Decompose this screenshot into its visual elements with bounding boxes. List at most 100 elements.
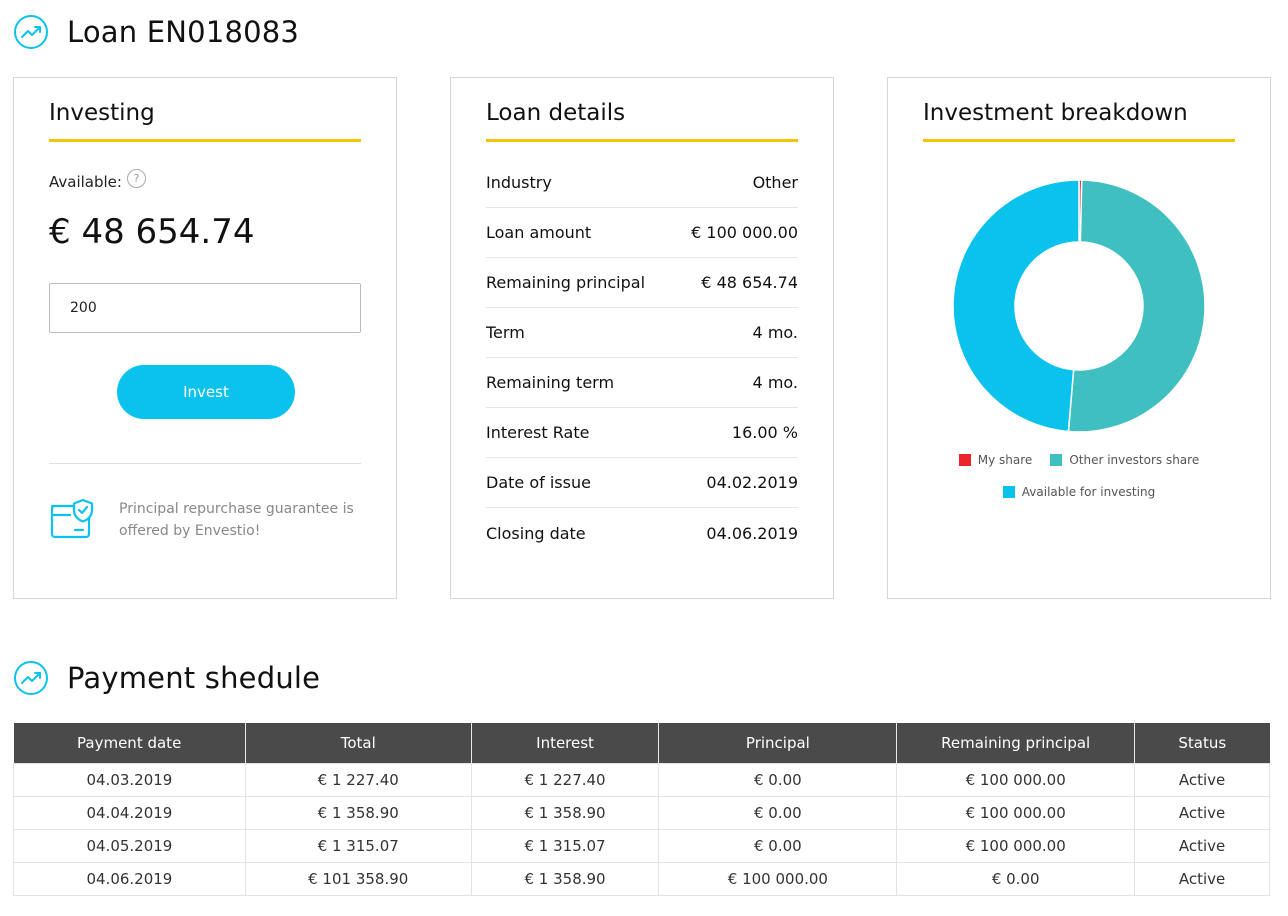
cell-payment-date: 04.03.2019 bbox=[13, 762, 246, 797]
title-underline bbox=[486, 139, 798, 142]
details-list: Industry Other Loan amount € 100 000.00 … bbox=[486, 158, 798, 558]
cell-interest: € 1 315.07 bbox=[470, 828, 660, 863]
schedule-header: Payment shedule bbox=[13, 660, 320, 696]
cell-remaining-principal: € 100 000.00 bbox=[896, 795, 1136, 830]
column-header-interest: Interest bbox=[471, 723, 660, 763]
detail-value: 04.06.2019 bbox=[706, 523, 798, 543]
detail-row-industry: Industry Other bbox=[486, 158, 798, 208]
investing-card: Investing Available: ? € 48 654.74 Inves… bbox=[13, 77, 397, 599]
detail-value: 4 mo. bbox=[752, 323, 798, 342]
cell-payment-date: 04.05.2019 bbox=[13, 828, 246, 863]
available-label: Available: bbox=[49, 173, 122, 191]
legend-item-other-investors[interactable]: Other investors share bbox=[1050, 453, 1199, 467]
legend-item-available[interactable]: Available for investing bbox=[1002, 485, 1156, 499]
detail-value: € 48 654.74 bbox=[701, 273, 798, 292]
cell-status: Active bbox=[1134, 762, 1270, 797]
chart-legend-row-1: My share Other investors share bbox=[888, 453, 1270, 467]
detail-row-remaining-term: Remaining term 4 mo. bbox=[486, 358, 798, 408]
cell-payment-date: 04.04.2019 bbox=[13, 795, 246, 830]
cell-total: € 1 315.07 bbox=[244, 828, 472, 863]
detail-label: Industry bbox=[486, 173, 552, 192]
cell-total: € 101 358.90 bbox=[244, 861, 472, 896]
divider bbox=[49, 463, 361, 464]
detail-value: Other bbox=[752, 173, 798, 192]
slice-other-investors[interactable] bbox=[1067, 180, 1205, 432]
schedule-title: Payment shedule bbox=[67, 661, 321, 695]
detail-row-remaining-principal: Remaining principal € 48 654.74 bbox=[486, 258, 798, 308]
investing-title: Investing bbox=[49, 100, 155, 126]
detail-row-term: Term 4 mo. bbox=[486, 308, 798, 358]
invest-amount-input[interactable] bbox=[49, 283, 361, 333]
table-row: 04.06.2019 € 101 358.90 € 1 358.90 € 100… bbox=[13, 861, 1270, 896]
shield-card-icon bbox=[50, 498, 94, 539]
detail-label: Term bbox=[486, 323, 525, 342]
detail-label: Date of issue bbox=[486, 473, 591, 492]
column-header-principal: Principal bbox=[658, 723, 898, 763]
detail-row-interest-rate: Interest Rate 16.00 % bbox=[486, 408, 798, 458]
detail-label: Remaining principal bbox=[486, 273, 646, 292]
chart-legend-row-2: Available for investing bbox=[888, 485, 1270, 499]
cell-principal: € 100 000.00 bbox=[658, 861, 898, 896]
legend-swatch bbox=[958, 454, 971, 466]
legend-swatch bbox=[1050, 454, 1063, 466]
breakdown-title: Investment breakdown bbox=[923, 100, 1188, 126]
cell-status: Active bbox=[1134, 861, 1270, 896]
cell-payment-date: 04.06.2019 bbox=[13, 861, 246, 896]
available-label-row: Available: ? bbox=[49, 168, 146, 191]
table-row: 04.04.2019 € 1 358.90 € 1 358.90 € 0.00 … bbox=[13, 795, 1270, 830]
legend-label: My share bbox=[977, 453, 1033, 467]
column-header-total: Total bbox=[245, 723, 472, 763]
title-underline bbox=[49, 139, 361, 142]
detail-row-closing-date: Closing date 04.06.2019 bbox=[486, 508, 798, 558]
trending-up-icon bbox=[14, 15, 48, 49]
detail-row-loan-amount: Loan amount € 100 000.00 bbox=[486, 208, 798, 258]
available-amount: € 48 654.74 bbox=[49, 212, 255, 252]
cell-remaining-principal: € 0.00 bbox=[896, 861, 1136, 896]
legend-label: Available for investing bbox=[1021, 485, 1156, 499]
legend-swatch bbox=[1002, 486, 1015, 498]
column-header-remaining-principal: Remaining principal bbox=[896, 723, 1136, 763]
loan-details-title: Loan details bbox=[486, 100, 626, 126]
cell-interest: € 1 227.40 bbox=[470, 762, 660, 797]
page-title: Loan EN018083 bbox=[67, 15, 300, 49]
table-row: 04.03.2019 € 1 227.40 € 1 227.40 € 0.00 … bbox=[13, 762, 1270, 797]
help-icon[interactable]: ? bbox=[126, 168, 146, 188]
cell-status: Active bbox=[1134, 828, 1270, 863]
loan-header: Loan EN018083 bbox=[13, 14, 299, 50]
investment-breakdown-card: Investment breakdown My share Other inve… bbox=[887, 77, 1271, 599]
cell-interest: € 1 358.90 bbox=[470, 795, 660, 830]
table-row: 04.05.2019 € 1 315.07 € 1 315.07 € 0.00 … bbox=[13, 828, 1270, 863]
investment-donut-chart bbox=[953, 180, 1205, 432]
detail-row-date-of-issue: Date of issue 04.02.2019 bbox=[486, 458, 798, 508]
cell-total: € 1 227.40 bbox=[244, 762, 472, 797]
guarantee-text: Principal repurchase guarantee is offere… bbox=[119, 501, 354, 539]
slice-available[interactable] bbox=[953, 180, 1080, 432]
column-header-payment-date: Payment date bbox=[13, 723, 246, 763]
guarantee-notice: Principal repurchase guarantee is offere… bbox=[49, 498, 369, 542]
trending-up-icon bbox=[14, 661, 48, 695]
cell-principal: € 0.00 bbox=[658, 828, 898, 863]
detail-label: Closing date bbox=[486, 523, 586, 543]
loan-details-card: Loan details Industry Other Loan amount … bbox=[450, 77, 834, 599]
detail-label: Loan amount bbox=[486, 223, 592, 242]
cell-principal: € 0.00 bbox=[658, 795, 898, 830]
invest-button[interactable]: Invest bbox=[117, 365, 295, 419]
legend-item-my-share[interactable]: My share bbox=[958, 453, 1033, 467]
cell-status: Active bbox=[1134, 795, 1270, 830]
cell-total: € 1 358.90 bbox=[244, 795, 472, 830]
cell-remaining-principal: € 100 000.00 bbox=[896, 762, 1136, 797]
legend-label: Other investors share bbox=[1069, 453, 1200, 467]
detail-label: Interest Rate bbox=[486, 423, 590, 442]
detail-value: 16.00 % bbox=[731, 423, 798, 442]
title-underline bbox=[923, 139, 1235, 142]
cell-interest: € 1 358.90 bbox=[470, 861, 660, 896]
detail-value: 4 mo. bbox=[752, 373, 798, 392]
payment-schedule-table: Payment date Total Interest Principal Re… bbox=[13, 723, 1270, 896]
table-header-row: Payment date Total Interest Principal Re… bbox=[13, 723, 1270, 763]
detail-value: 04.02.2019 bbox=[706, 473, 798, 492]
detail-value: € 100 000.00 bbox=[691, 223, 798, 242]
cell-remaining-principal: € 100 000.00 bbox=[896, 828, 1136, 863]
detail-label: Remaining term bbox=[486, 373, 615, 392]
cell-principal: € 0.00 bbox=[658, 762, 898, 797]
column-header-status: Status bbox=[1134, 723, 1270, 763]
